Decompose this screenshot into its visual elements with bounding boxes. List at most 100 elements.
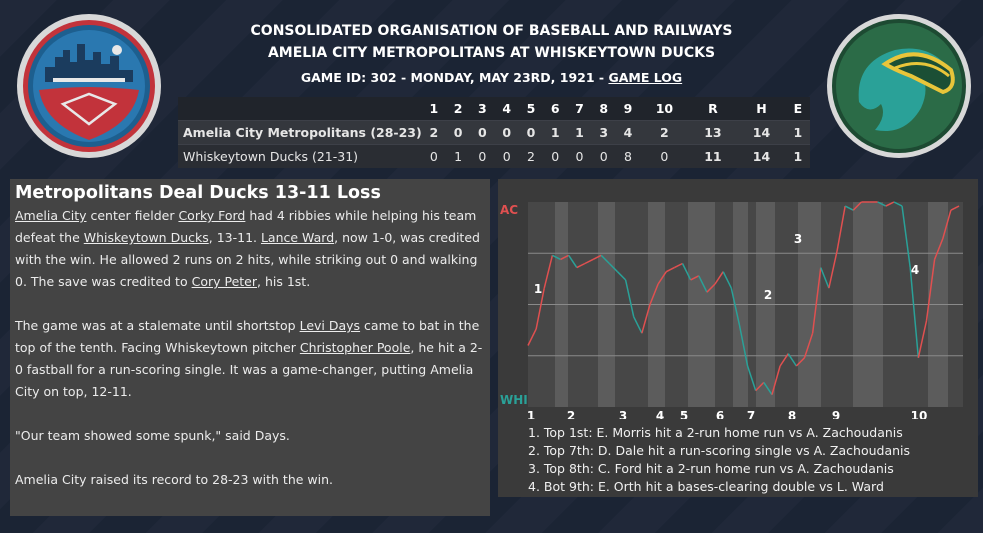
win-probability-segment [722,271,732,289]
linescore-header-row: 1 2 3 4 5 6 7 8 9 10 R H E [178,97,810,120]
win-probability-segment [665,266,675,273]
story-text: , now 1-0, was credited with the win. He… [15,230,480,289]
y-bottom-label: WHI [500,393,528,407]
story-text: , 13-11. [208,230,261,245]
whiskeytown-ducks-logo [827,14,971,158]
inning-score: 0 [640,143,689,168]
win-probability-segment [852,201,862,211]
runs-total: 13 [688,119,738,144]
key-play-marker: 3 [794,232,802,246]
linescore-header-hits: H [737,97,786,120]
story-headline: Metropolitans Deal Ducks 13-11 Loss [15,183,381,203]
win-probability-segment [893,201,903,207]
inning-score: 0 [543,143,568,168]
player-link-lance-ward[interactable]: Lance Ward [260,230,335,245]
win-probability-segment [885,201,895,207]
win-probability-segment [811,267,822,334]
inning-tick-label: 9 [832,409,840,419]
inning-score: 1 [567,119,592,144]
errors-total: 1 [785,143,810,168]
win-probability-segment [681,263,692,281]
inning-tick-label: 1 [527,409,535,419]
linescore-header-cell: 4 [494,97,519,120]
matchup-title: AMELIA CITY METROPOLITANS AT WHISKEYTOWN… [267,45,716,61]
win-probability-segment [933,238,944,260]
player-link-christopher-poole[interactable]: Christopher Poole [299,340,411,355]
inning-score: 2 [640,119,689,144]
win-probability-segment [950,205,960,211]
inning-tick-label: 6 [716,409,724,419]
inning-score: 0 [494,119,519,144]
story-text: , his 1st. [257,274,311,289]
win-probability-segment [746,365,757,391]
league-title: CONSOLIDATED ORGANISATION OF BASEBALL AN… [250,23,733,39]
inning-score: 8 [615,143,641,168]
win-probability-segment [616,271,627,281]
win-probability-segment [657,271,667,285]
inning-score: 2 [518,143,544,168]
key-play-marker: 4 [911,263,919,277]
win-probability-segment [714,271,724,285]
story-paragraph-3: "Our team showed some spunk," said Days. [15,428,290,443]
linescore-header-cell: 2 [446,97,471,120]
game-info-text: GAME ID: 302 - MONDAY, MAY 23RD, 1921 - [300,70,609,85]
win-probability-segment [844,205,854,211]
inning-score: 4 [615,119,641,144]
win-probability-segment [592,254,602,261]
key-play-note: 1. Top 1st: E. Morris hit a 2-run home r… [528,425,903,440]
game-log-link[interactable]: GAME LOG [608,70,683,85]
errors-total: 1 [785,119,810,144]
key-play-marker: 2 [764,288,772,302]
inning-tick-label: 4 [656,409,664,419]
win-probability-segment [641,304,651,334]
win-probability-segment [771,365,781,395]
win-probability-segment [779,353,789,367]
story-text: center fielder [86,208,179,223]
hits-total: 14 [737,119,786,144]
win-probability-segment [763,381,773,396]
linescore-row-away: Amelia City Metropolitans (28-23) 2 0 0 … [178,119,810,144]
linescore-header-cell: 5 [518,97,544,120]
win-probability-segment [738,324,749,367]
inning-score: 3 [591,119,616,144]
team-name-away[interactable]: Amelia City Metropolitans (28-23) [178,119,422,144]
key-play-note: 3. Top 8th: C. Ford hit a 2-run home run… [528,461,894,476]
inning-tick-label: 10 [911,409,928,419]
story-text: had 4 ribbies while helping his team def… [15,208,477,245]
game-story: Metropolitans Deal Ducks 13-11 Loss Amel… [10,179,490,516]
amelia-city-logo [17,14,161,158]
inning-tick-label: 5 [680,409,688,419]
player-link-levi-days[interactable]: Levi Days [299,318,361,333]
inning-score: 0 [470,143,495,168]
team-name-home[interactable]: Whiskeytown Ducks (21-31) [178,143,422,168]
inning-score: 0 [470,119,495,144]
inning-score: 0 [591,143,616,168]
inning-score: 1 [543,119,568,144]
inning-tick-label: 3 [619,409,627,419]
linescore-header-team [178,97,422,120]
story-text: came to bat in the top of the tenth. Fac… [15,318,480,355]
win-probability-segment [836,205,846,252]
win-probability-segment [942,209,952,240]
story-paragraph-4: Amelia City raised its record to 28-23 w… [15,472,334,487]
team-link-whiskeytown-ducks[interactable]: Whiskeytown Ducks [83,230,209,245]
linescore-header-cell: 7 [567,97,592,120]
player-link-cory-peter[interactable]: Cory Peter [191,274,257,289]
key-play-note: 2. Top 7th: D. Dale hit a run-scoring si… [528,443,911,458]
win-probability-segment [552,254,561,261]
win-probability-segment [649,283,659,305]
linescore-header-errors: E [785,97,810,120]
team-link-amelia-city[interactable]: Amelia City [15,208,87,223]
win-probability-segment [584,258,594,265]
key-plays-list: 1. Top 1st: E. Morris hit a 2-run home r… [528,424,910,496]
linescore-row-home: Whiskeytown Ducks (21-31) 0 1 0 0 2 0 0 … [178,143,810,168]
win-probability-segment [624,279,635,317]
player-link-corky-ford[interactable]: Corky Ford [178,208,246,223]
linescore-header-cell: 9 [615,97,641,120]
inning-score: 2 [421,119,446,144]
win-probability-segment [576,262,586,269]
linescore-header-cell: 6 [543,97,568,120]
win-probability-segment [755,381,765,392]
inning-tick-label: 2 [567,409,575,419]
story-text: , he hit a 2-0 fastball for a run-scorin… [15,340,483,399]
